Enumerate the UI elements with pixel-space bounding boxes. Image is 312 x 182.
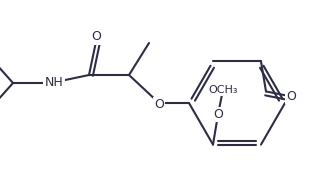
Text: OCH₃: OCH₃ xyxy=(208,85,238,95)
Text: O: O xyxy=(91,31,101,43)
Text: O: O xyxy=(154,98,164,112)
Text: NH: NH xyxy=(45,76,63,90)
Text: O: O xyxy=(286,90,296,103)
Text: O: O xyxy=(213,108,223,121)
